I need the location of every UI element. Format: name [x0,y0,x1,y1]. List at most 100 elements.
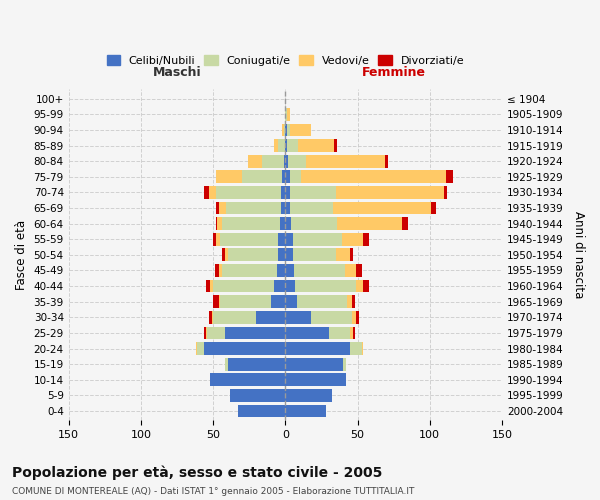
Bar [197,342,205,355]
Bar [283,124,284,136]
Bar [293,233,342,245]
Bar [446,170,453,183]
Text: Maschi: Maschi [153,66,202,78]
Bar [286,124,287,136]
Bar [274,140,278,152]
Bar [284,124,286,136]
Legend: Celibi/Nubili, Coniugati/e, Vedovi/e, Divorziati/e: Celibi/Nubili, Coniugati/e, Vedovi/e, Di… [103,52,467,69]
Bar [216,218,217,230]
Bar [286,280,295,292]
Bar [337,218,403,230]
Bar [212,311,213,324]
Bar [287,140,298,152]
Bar [336,248,350,262]
Bar [283,170,286,183]
Bar [333,202,431,214]
Text: COMUNE DI MONTEREALE (AQ) - Dati ISTAT 1° gennaio 2005 - Elaborazione TUTTITALIA: COMUNE DI MONTEREALE (AQ) - Dati ISTAT 1… [12,487,415,496]
Bar [205,186,209,199]
Bar [209,311,212,324]
Y-axis label: Fasce di età: Fasce di età [15,220,28,290]
Bar [206,326,208,340]
Bar [220,233,278,245]
Bar [301,170,446,183]
Bar [222,264,277,277]
Bar [216,233,220,245]
Bar [281,202,286,214]
Bar [215,264,219,277]
Bar [281,186,286,199]
Bar [364,280,369,292]
Bar [444,186,447,199]
Bar [291,218,337,230]
Bar [305,155,385,168]
Bar [342,233,364,245]
Bar [286,108,287,121]
Bar [227,358,286,370]
Bar [286,296,297,308]
Bar [403,218,408,230]
Bar [227,248,278,262]
Bar [205,326,206,340]
Bar [219,202,226,214]
Bar [350,248,353,262]
Y-axis label: Anni di nascita: Anni di nascita [572,211,585,298]
Bar [220,296,271,308]
Bar [219,264,222,277]
Bar [286,389,332,402]
Bar [216,186,281,199]
Bar [213,233,216,245]
Bar [284,155,286,168]
Bar [286,342,350,355]
Bar [208,326,224,340]
Bar [353,326,355,340]
Bar [290,186,336,199]
Bar [286,233,293,245]
Bar [274,280,286,292]
Bar [230,389,286,402]
Bar [216,202,219,214]
Bar [347,296,352,308]
Bar [286,170,290,183]
Bar [286,248,293,262]
Bar [344,264,356,277]
Bar [278,140,286,152]
Bar [271,296,286,308]
Bar [293,248,336,262]
Bar [210,374,286,386]
Bar [311,311,352,324]
Bar [286,358,343,370]
Bar [286,155,288,168]
Bar [278,233,286,245]
Bar [213,296,219,308]
Bar [286,311,311,324]
Bar [329,326,350,340]
Bar [356,264,362,277]
Bar [256,311,286,324]
Bar [222,218,280,230]
Bar [287,108,290,121]
Bar [298,140,334,152]
Bar [336,186,444,199]
Bar [352,296,355,308]
Bar [290,202,333,214]
Bar [226,202,281,214]
Text: Femmine: Femmine [362,66,426,78]
Bar [297,296,347,308]
Bar [290,124,311,136]
Bar [286,264,294,277]
Bar [286,374,346,386]
Bar [350,326,353,340]
Bar [286,186,290,199]
Bar [352,311,356,324]
Bar [224,358,227,370]
Bar [209,186,216,199]
Bar [286,218,291,230]
Bar [262,155,284,168]
Bar [216,170,242,183]
Bar [213,311,256,324]
Bar [286,202,290,214]
Bar [343,358,346,370]
Bar [294,264,344,277]
Bar [334,140,337,152]
Bar [295,280,356,292]
